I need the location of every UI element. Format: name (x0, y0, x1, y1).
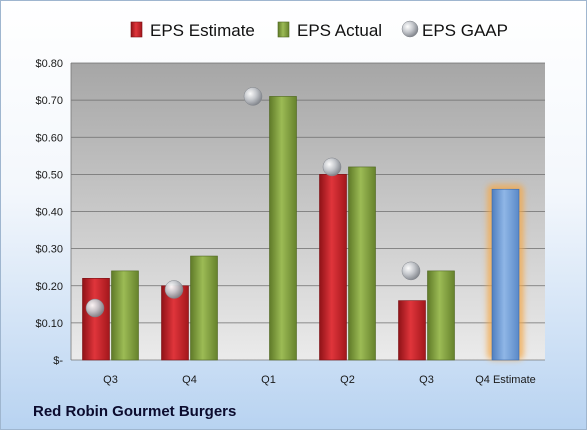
y-tick-label: $- (53, 355, 63, 367)
y-tick-label: $0.70 (35, 95, 63, 107)
legend-swatch (277, 21, 290, 38)
y-tick-label: $0.30 (35, 244, 63, 256)
gaap-marker (85, 298, 105, 318)
actual-bar (427, 270, 455, 361)
forecast-bar (491, 188, 520, 361)
actual-bar (190, 255, 218, 361)
gaap-marker (164, 280, 184, 299)
y-tick-label: $0.20 (35, 281, 63, 293)
y-tick-label: $0.50 (35, 169, 63, 181)
legend-label: EPS GAAP (422, 21, 508, 40)
y-tick-label: $0.40 (35, 207, 63, 219)
actual-bar (111, 270, 139, 361)
legend-label: EPS Actual (297, 21, 382, 40)
actual-bar (269, 96, 297, 361)
y-tick-label: $0.10 (35, 318, 63, 330)
y-tick-label: $0.60 (35, 132, 63, 144)
estimate-bar (398, 300, 426, 361)
x-tick-label: Q1 (261, 374, 276, 386)
gaap-marker (401, 261, 421, 281)
gaap-marker (322, 157, 342, 177)
estimate-bar (319, 174, 347, 361)
legend-swatch (401, 20, 419, 38)
y-tick-label: $0.80 (35, 58, 63, 70)
legend-swatch (130, 21, 143, 38)
actual-bar (348, 166, 376, 361)
x-tick-label: Q4 Estimate (475, 374, 536, 386)
x-tick-label: Q2 (340, 374, 355, 386)
x-tick-label: Q4 (182, 374, 197, 386)
estimate-bar (82, 278, 110, 361)
company-name: Red Robin Gourmet Burgers (33, 403, 237, 420)
x-tick-label: Q3 (419, 374, 434, 386)
gaap-marker (243, 87, 263, 106)
x-tick-label: Q3 (103, 374, 118, 386)
legend-label: EPS Estimate (150, 21, 255, 40)
